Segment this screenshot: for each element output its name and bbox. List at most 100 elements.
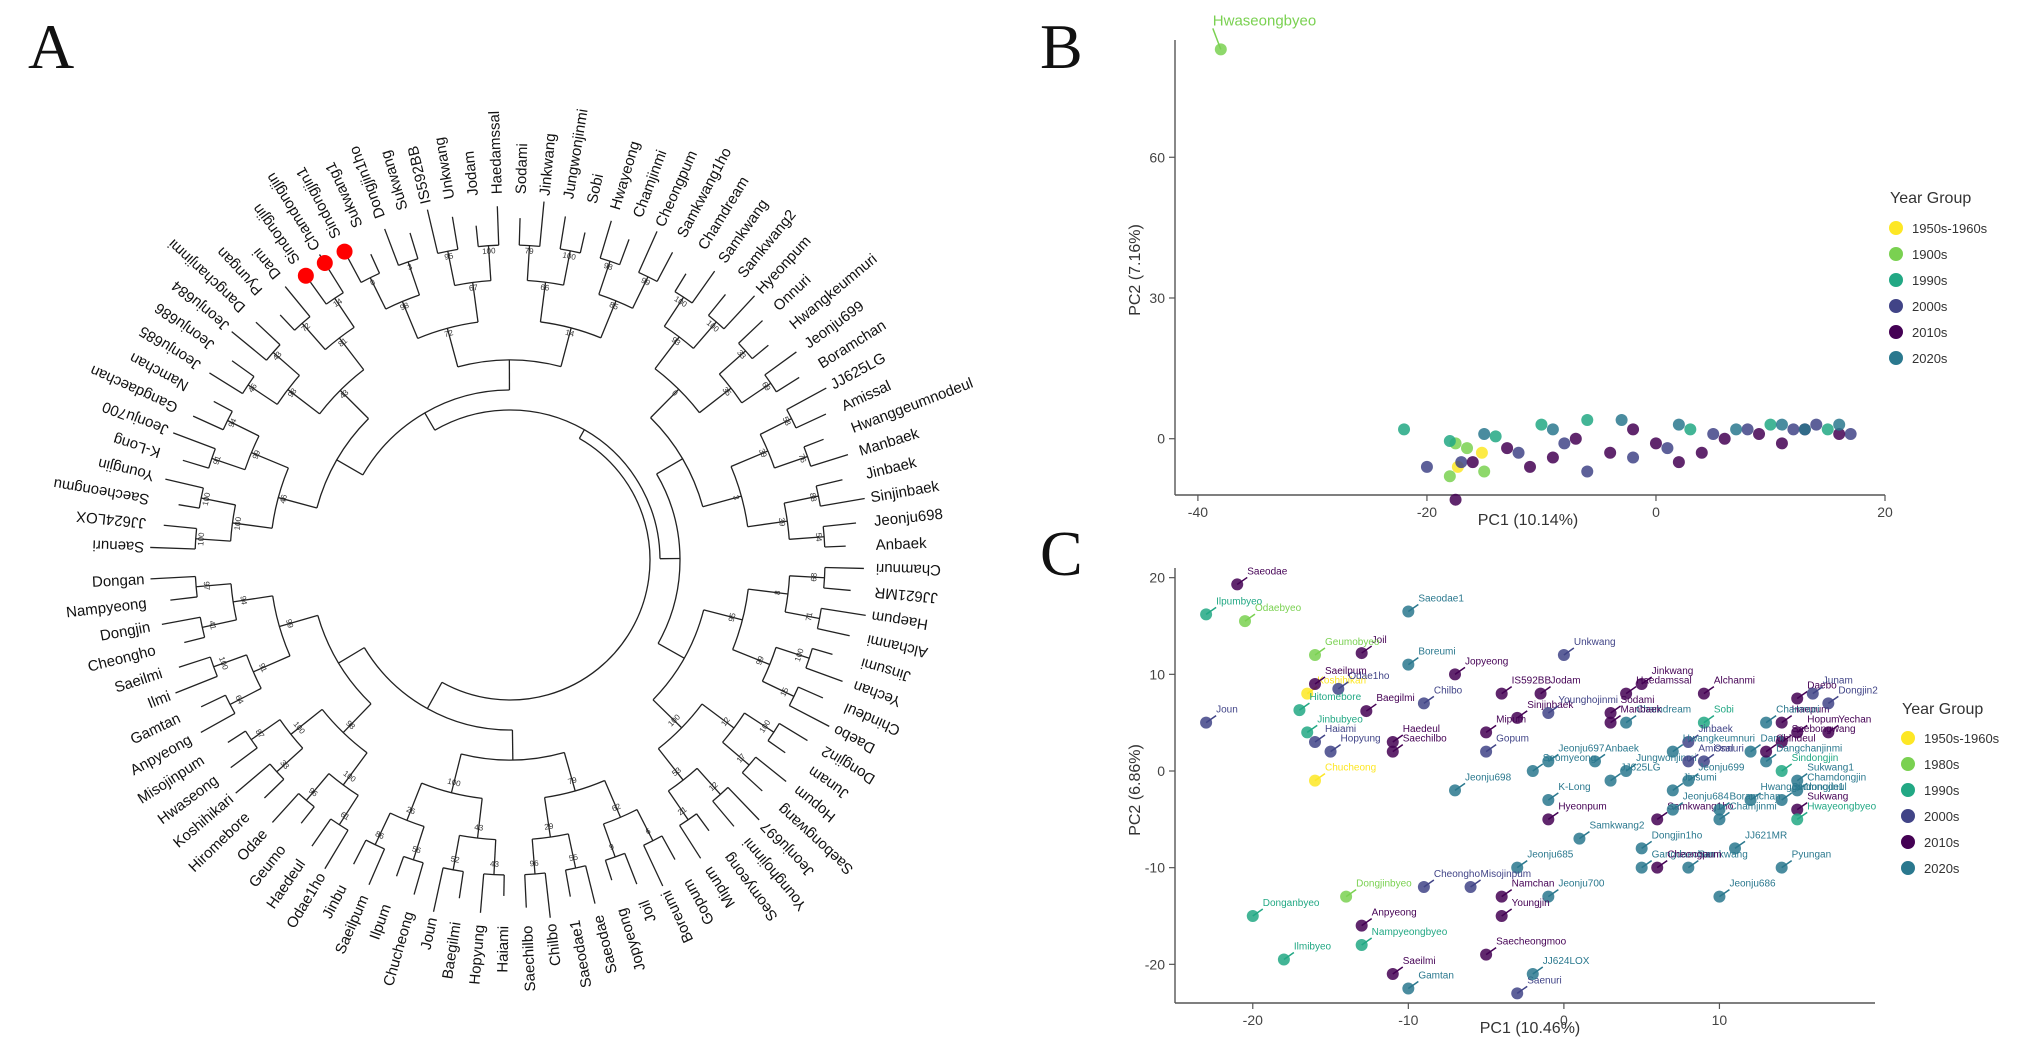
leaf-label: Dongjin xyxy=(99,619,152,645)
x-tick-label: 20 xyxy=(1877,504,1893,520)
tree-branch xyxy=(820,497,865,507)
tree-branch xyxy=(559,216,567,250)
point-label: Jopyeong xyxy=(1465,656,1508,667)
tree-branch xyxy=(599,220,612,259)
tree-branch xyxy=(184,636,205,644)
tree-arc xyxy=(565,865,586,871)
leaf-label: Dongan xyxy=(92,571,145,591)
tree-branch xyxy=(301,322,326,351)
point-label: Jinbaek xyxy=(1698,724,1733,735)
legend-label: 1990s xyxy=(1912,273,1948,288)
data-point xyxy=(1501,442,1514,455)
point-label: Dangchanjinmi xyxy=(1776,743,1842,754)
tree-branch xyxy=(785,611,820,620)
label-leader xyxy=(1345,889,1357,898)
x-axis-title-c: PC1 (10.46%) xyxy=(1480,1020,1581,1037)
tree-branch xyxy=(755,756,787,783)
legend-label: 1950s-1960s xyxy=(1924,731,2000,746)
point-label: Sobi xyxy=(1714,705,1734,716)
point-label: Cheongho xyxy=(1434,869,1481,880)
y-tick-label: 0 xyxy=(1157,763,1165,779)
tree-arc xyxy=(298,793,315,808)
label-leader xyxy=(1314,734,1326,743)
data-point xyxy=(1535,418,1548,431)
legend-swatch xyxy=(1889,273,1903,287)
label-leader xyxy=(1687,860,1699,869)
label-leader xyxy=(1454,666,1466,675)
tree-branch xyxy=(338,647,365,664)
data-point xyxy=(1546,451,1559,464)
tree-branch xyxy=(526,245,531,281)
label-leader xyxy=(1365,703,1377,712)
label-leader xyxy=(1687,773,1699,782)
tree-arc xyxy=(598,293,633,309)
label-leader xyxy=(1672,802,1684,811)
legend-label: 2010s xyxy=(1912,325,1948,340)
tree-arc xyxy=(663,325,694,349)
tree-branch xyxy=(679,825,702,859)
tree-arc xyxy=(269,763,285,780)
legend-swatch xyxy=(1889,221,1903,235)
point-label: Saeilmi xyxy=(1403,956,1436,967)
panel-c-letter: C xyxy=(1040,518,1083,589)
tree-branch xyxy=(458,871,464,899)
data-point xyxy=(1741,423,1754,436)
label-leader xyxy=(1765,753,1777,762)
point-label: Junam xyxy=(1823,676,1853,687)
leaf-label: Baegilmi xyxy=(439,921,464,980)
point-label: Sukwang1 xyxy=(1807,763,1854,774)
x-ticks-b: -40 -20 0 20 xyxy=(1188,495,1893,520)
point-label: Saeilpum xyxy=(1325,666,1367,677)
label-leader xyxy=(1547,889,1559,898)
data-point xyxy=(1615,413,1628,426)
leaf-label: JJ621MR xyxy=(874,584,939,607)
data-point xyxy=(1810,418,1823,431)
tree-branch xyxy=(691,270,716,304)
legend-label: 2000s xyxy=(1924,809,1960,824)
point-label: Onnuri xyxy=(1714,743,1744,754)
legend-swatch xyxy=(1901,757,1915,771)
label-leader xyxy=(1719,802,1730,811)
tree-arc xyxy=(229,504,237,542)
point-label: Hyeonpum xyxy=(1558,801,1606,812)
data-point xyxy=(1466,456,1479,469)
label-leader xyxy=(1641,860,1653,869)
tree-branch xyxy=(563,752,576,792)
leaf-label: Joun xyxy=(418,916,442,951)
tree-branch xyxy=(227,419,260,437)
point-label: Sinjinbaek xyxy=(1527,700,1574,711)
tree-branch xyxy=(657,642,685,659)
legend-label: 2000s xyxy=(1912,299,1948,314)
data-point xyxy=(1558,437,1571,450)
tree-branch xyxy=(161,616,201,625)
point-label: Jinbubyeo xyxy=(1317,714,1363,725)
tree-branch xyxy=(764,351,797,376)
label-leader xyxy=(1687,753,1699,762)
leaf-label: Sobi xyxy=(584,172,607,205)
tree-branch xyxy=(447,251,456,286)
tree-branch xyxy=(287,389,320,415)
data-point xyxy=(1730,423,1743,436)
tree-branch xyxy=(451,216,459,250)
tree-branch xyxy=(741,382,772,404)
tree-branch xyxy=(300,806,315,824)
tree-branch xyxy=(795,413,827,429)
label-leader xyxy=(1594,753,1606,762)
tree-branch xyxy=(384,228,400,266)
label-leader xyxy=(1796,811,1808,820)
leaf-label: Jinsumi xyxy=(859,654,913,685)
leaf-label: Haepum xyxy=(870,607,929,633)
data-point xyxy=(1672,456,1685,469)
tree-branch xyxy=(751,344,769,360)
legend-label: 2020s xyxy=(1924,861,1960,876)
tree-branch xyxy=(707,294,726,316)
tree-branch xyxy=(413,862,424,895)
point-label: Sindongjin1 xyxy=(1792,782,1845,793)
y-ticks-c: -20 -10 0 10 20 xyxy=(1145,570,1175,972)
tree-branch xyxy=(636,809,654,842)
tree-branch xyxy=(696,767,721,795)
data-point xyxy=(1449,493,1462,506)
data-point xyxy=(1787,423,1800,436)
tree-branch xyxy=(712,800,735,827)
